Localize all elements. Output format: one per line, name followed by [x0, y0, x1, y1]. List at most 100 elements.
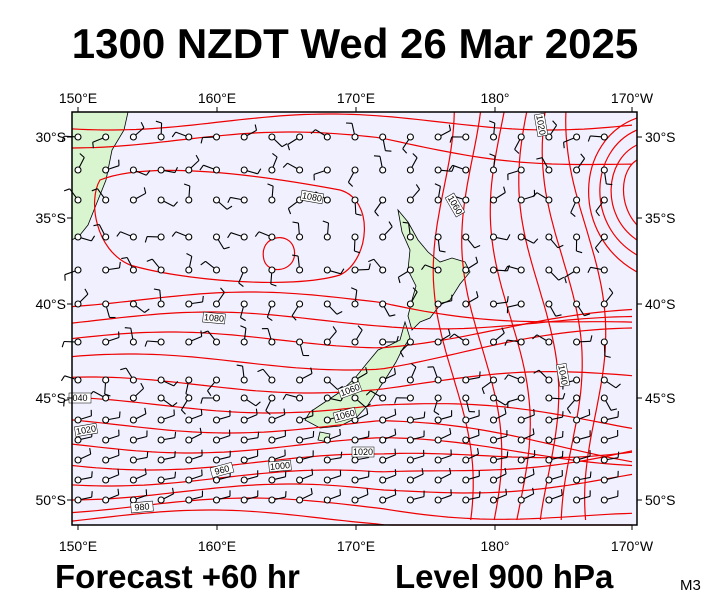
barb-station — [268, 233, 276, 241]
barb-station — [185, 416, 193, 424]
barb-stem — [383, 306, 390, 317]
axes: 150°E 150°E 160°E 160°E 170°E 170°E 180° 180° 17… — [35, 90, 675, 554]
barb-stem — [385, 373, 396, 380]
barb-station — [323, 166, 331, 174]
barb-flag — [587, 267, 592, 273]
barb-stem — [274, 496, 286, 500]
barb-station — [157, 394, 165, 402]
barb-stem — [408, 223, 411, 235]
barb-station — [268, 376, 276, 384]
barb-station — [434, 436, 442, 444]
barb-station — [102, 166, 110, 174]
barb-flag — [61, 136, 65, 142]
barb-flag — [223, 246, 230, 250]
barb-station — [517, 436, 525, 444]
barb-stem — [64, 375, 76, 380]
barb-station — [240, 266, 248, 274]
barb-station — [240, 196, 248, 204]
barb-flag — [389, 314, 396, 317]
barb-stem — [507, 304, 519, 308]
lon-label: 150°E — [59, 538, 97, 554]
barb-stem — [330, 270, 341, 275]
barb-station — [185, 196, 193, 204]
barb-flag — [589, 471, 592, 478]
barb-flag — [590, 335, 593, 342]
barb-stem — [242, 366, 245, 378]
barb-station — [157, 436, 165, 444]
barb-station — [102, 456, 110, 464]
barb-stem — [274, 413, 286, 420]
barb-station — [185, 266, 193, 274]
barb-flag — [146, 451, 149, 458]
barb-stem — [440, 334, 451, 341]
barb-station — [157, 496, 165, 504]
barb-station — [600, 196, 608, 204]
barb-station — [212, 456, 221, 464]
barb-stem — [541, 157, 548, 168]
barb-station — [323, 456, 331, 464]
barb-stem — [440, 415, 452, 420]
barb-station — [573, 376, 581, 384]
barb-flag — [174, 471, 177, 478]
barb-stem — [188, 256, 193, 268]
barb-stem — [468, 453, 479, 460]
label-box — [268, 459, 292, 473]
barb-stem — [481, 381, 492, 389]
barb-stem — [453, 333, 464, 341]
barb-flag — [265, 410, 271, 416]
barb-station — [489, 233, 498, 241]
barb-stem — [287, 162, 298, 169]
barb-station — [185, 394, 193, 402]
barb-stem — [105, 306, 111, 318]
barb-stem — [400, 343, 409, 353]
barb-station — [129, 166, 137, 174]
barb-flag — [595, 210, 600, 217]
barb-flag — [200, 260, 206, 266]
barb-station — [129, 196, 137, 204]
barb-station — [351, 300, 359, 308]
barb-flag — [481, 388, 485, 395]
barb-flag — [504, 467, 507, 475]
barb-flag — [489, 153, 496, 157]
barb-stem — [385, 474, 396, 480]
barb-flag — [153, 288, 160, 291]
barb-stem — [285, 393, 297, 398]
barb-flag — [227, 232, 232, 239]
barb-stem — [374, 202, 382, 212]
barb-flag — [385, 150, 392, 152]
barb-flag — [143, 187, 147, 194]
barb-stem — [315, 129, 326, 136]
barb-station — [434, 266, 442, 274]
barb-flag — [357, 325, 363, 331]
barb-station — [489, 338, 498, 346]
barb-station — [351, 133, 359, 141]
barb-flag — [257, 431, 260, 438]
barb-station — [406, 196, 414, 204]
barb-station — [212, 166, 221, 174]
barb-stem — [579, 340, 591, 343]
barb-stem — [606, 381, 617, 389]
barb-station — [102, 266, 110, 274]
barb-station — [600, 266, 608, 274]
barb-stem — [579, 414, 590, 420]
barb-flag — [202, 330, 209, 334]
barb-station — [489, 166, 498, 174]
barb-flag — [199, 427, 202, 434]
barb-stem — [551, 494, 563, 500]
barb-flag — [174, 167, 178, 173]
barb-station — [351, 456, 359, 464]
barb-stem — [191, 335, 202, 342]
barb-flag — [488, 120, 496, 124]
barb-stem — [313, 170, 325, 175]
barb-flag — [124, 327, 131, 329]
barb-station — [157, 266, 165, 274]
barb-station — [296, 496, 304, 504]
barb-stem — [297, 256, 300, 268]
barb-flag — [272, 152, 278, 158]
barb-stem — [357, 436, 369, 440]
barb-station — [489, 300, 498, 308]
barb-station — [212, 133, 221, 141]
barb-flag — [144, 236, 148, 243]
barb-station — [600, 233, 608, 241]
barb-flag — [532, 487, 535, 494]
